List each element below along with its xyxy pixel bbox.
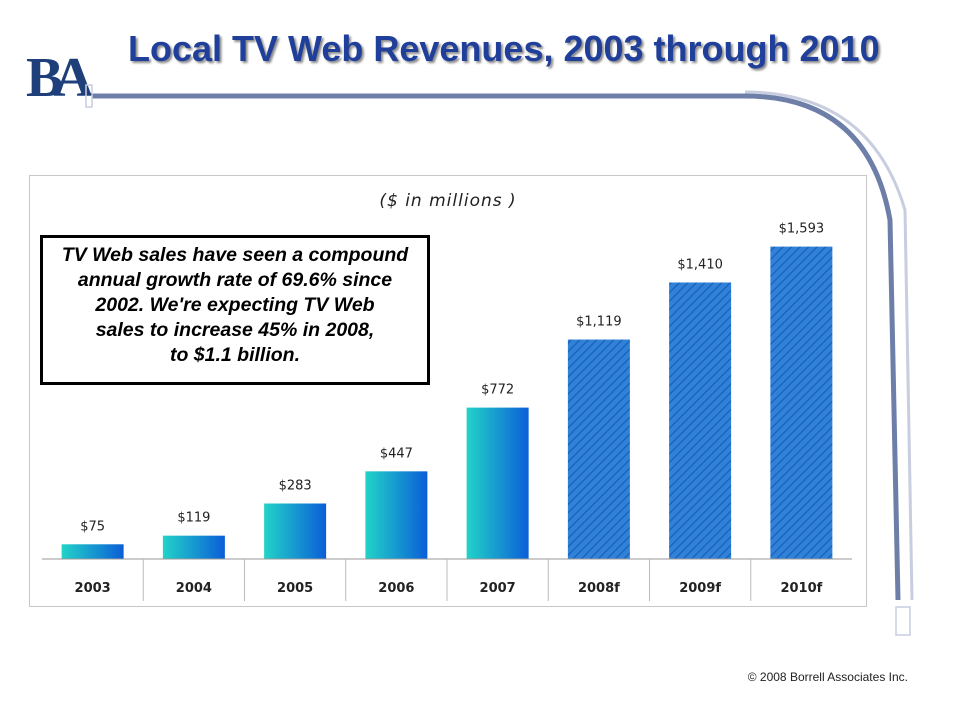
chart-subtitle: ($ in millions ): [379, 191, 516, 211]
bar-value-label: $75: [80, 519, 105, 534]
x-tick-label: 2010f: [780, 581, 822, 596]
bar-chart: ($ in millions ) $75 $119 $283 $447 $772 $1,1…: [42, 191, 852, 601]
bar: [264, 503, 327, 559]
bar: [61, 544, 124, 559]
forecast-bar: [770, 246, 833, 559]
growth-callout-box: TV Web sales have seen a compound annual…: [40, 235, 430, 385]
bar-value-label: $1,119: [576, 315, 622, 330]
x-tick-label: 2007: [480, 581, 516, 596]
x-tick-label: 2004: [176, 581, 212, 596]
chart-area: ($ in millions ) $75 $119 $283 $447 $772 $1,1…: [29, 175, 867, 607]
copyright-text: © 2008 Borrell Associates Inc.: [747, 670, 908, 684]
callout-line: 2002. We're expecting TV Web: [95, 294, 375, 316]
x-tick-label: 2006: [378, 581, 414, 596]
callout-line: TV Web sales have seen a compound: [61, 244, 409, 266]
bar-value-label: $1,593: [779, 222, 825, 237]
borrell-logo: BA: [26, 47, 92, 106]
bar-value-label: $447: [380, 446, 413, 461]
bar-value-label: $772: [481, 383, 514, 398]
x-tick-label: 2003: [75, 581, 111, 596]
bar: [365, 471, 428, 559]
bar-value-label: $1,410: [677, 257, 723, 272]
page-title: Local TV Web Revenues, 2003 through 2010: [128, 28, 880, 69]
x-tick-label: 2009f: [679, 581, 721, 596]
bar-value-label: $119: [177, 511, 210, 526]
x-tick-label: 2008f: [578, 581, 620, 596]
callout-line: sales to increase 45% in 2008,: [95, 319, 375, 341]
logo-text: BA: [26, 47, 92, 106]
forecast-bar: [669, 282, 732, 559]
forecast-bar: [567, 339, 630, 559]
bar-value-label: $283: [279, 479, 312, 494]
bar: [162, 535, 225, 559]
x-tick-label: 2005: [277, 581, 313, 596]
callout-line: annual growth rate of 69.6% since: [77, 269, 393, 291]
bar: [466, 407, 529, 559]
callout-line: to $1.1 billion.: [169, 344, 301, 366]
